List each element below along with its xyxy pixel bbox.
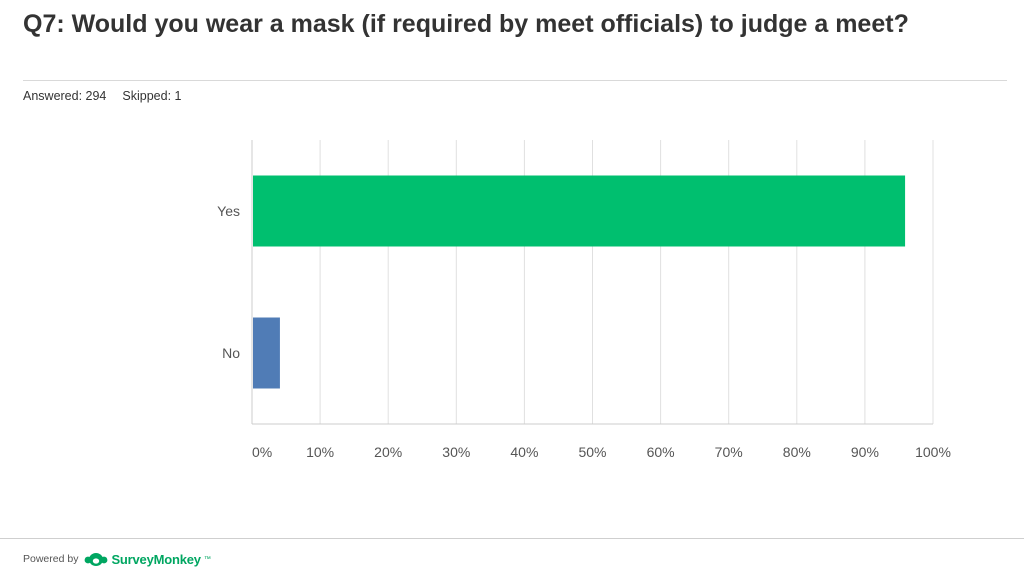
x-tick-label: 60%: [647, 444, 675, 460]
answered-count: Answered: 294: [23, 89, 107, 103]
powered-by-label: Powered by: [23, 553, 79, 565]
title-divider: [23, 80, 1007, 81]
chart-category-labels: Yes No: [217, 203, 240, 361]
response-stats: Answered: 294 Skipped: 1: [23, 89, 181, 103]
footer: Powered by SurveyMonkey ™: [23, 548, 211, 570]
x-tick-label: 40%: [510, 444, 538, 460]
footer-divider: [0, 538, 1024, 539]
surveymonkey-logo-icon: [85, 553, 108, 566]
chart-x-tick-labels: 0% 10% 20% 30% 40% 50% 60% 70% 80% 90% 100%: [252, 444, 951, 460]
x-tick-label: 10%: [306, 444, 334, 460]
skipped-count: Skipped: 1: [122, 89, 182, 103]
x-tick-label: 20%: [374, 444, 402, 460]
x-tick-label: 70%: [715, 444, 743, 460]
surveymonkey-logo[interactable]: SurveyMonkey ™: [84, 551, 211, 567]
x-tick-label: 80%: [783, 444, 811, 460]
category-label: No: [222, 345, 240, 361]
bar-no: [253, 317, 280, 389]
chart-bars: [253, 175, 906, 389]
x-tick-label: 30%: [442, 444, 470, 460]
category-label: Yes: [217, 203, 240, 219]
x-tick-label: 90%: [851, 444, 879, 460]
surveymonkey-wordmark: SurveyMonkey: [111, 551, 201, 567]
question-title: Q7: Would you wear a mask (if required b…: [23, 10, 909, 38]
x-tick-label: 50%: [578, 444, 606, 460]
x-tick-label: 100%: [915, 444, 951, 460]
bar-yes: [253, 175, 906, 247]
x-tick-label: 0%: [252, 444, 272, 460]
trademark-mark: ™: [203, 555, 211, 563]
